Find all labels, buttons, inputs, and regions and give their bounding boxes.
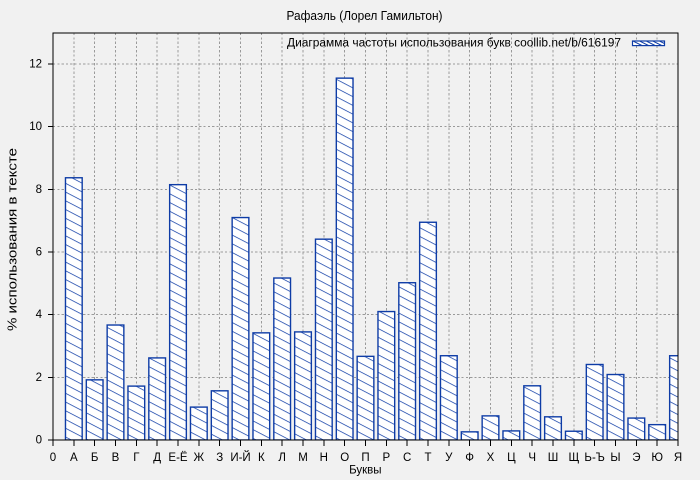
svg-text:Диаграмма частоты использовани: Диаграмма частоты использования букв coo… (287, 38, 621, 50)
svg-text:8: 8 (36, 184, 42, 196)
svg-text:Ь-Ъ: Ь-Ъ (584, 452, 604, 464)
svg-text:Ы: Ы (610, 452, 620, 464)
svg-text:В: В (112, 452, 120, 464)
svg-text:Х: Х (487, 452, 495, 464)
svg-text:А: А (70, 452, 78, 464)
svg-text:Ф: Ф (465, 452, 474, 464)
svg-text:З: З (216, 452, 223, 464)
svg-text:К: К (258, 452, 265, 464)
svg-text:Ч: Ч (528, 452, 536, 464)
svg-text:Ю: Ю (651, 452, 663, 464)
svg-text:10: 10 (29, 121, 42, 133)
svg-text:Т: Т (424, 452, 431, 464)
svg-text:Ш: Ш (548, 452, 559, 464)
svg-text:Б: Б (91, 452, 99, 464)
svg-text:О: О (340, 452, 349, 464)
svg-text:Г: Г (133, 452, 140, 464)
svg-text:П: П (361, 452, 369, 464)
svg-text:Ц: Ц (507, 452, 516, 464)
svg-text:Е-Ё: Е-Ё (168, 452, 188, 464)
svg-text:Щ: Щ (568, 452, 579, 464)
svg-text:0: 0 (50, 452, 56, 464)
svg-text:М: М (298, 452, 308, 464)
svg-text:% использования в тексте: % использования в тексте (6, 148, 20, 331)
svg-text:Э: Э (632, 452, 640, 464)
svg-text:Н: Н (320, 452, 328, 464)
svg-text:Д: Д (153, 452, 161, 464)
svg-text:Буквы: Буквы (349, 465, 381, 477)
svg-text:12: 12 (29, 59, 42, 71)
svg-text:Я: Я (674, 452, 682, 464)
svg-text:0: 0 (36, 435, 42, 447)
svg-text:Ж: Ж (194, 452, 205, 464)
svg-text:С: С (403, 452, 411, 464)
svg-text:И-Й: И-Й (230, 451, 250, 464)
svg-text:2: 2 (36, 372, 42, 384)
svg-text:6: 6 (36, 247, 42, 259)
svg-text:4: 4 (36, 309, 43, 321)
svg-text:Рафаэль (Лорел Гамильтон): Рафаэль (Лорел Гамильтон) (287, 8, 443, 23)
svg-text:Р: Р (382, 452, 390, 464)
svg-text:У: У (445, 452, 453, 464)
svg-text:Л: Л (278, 452, 286, 464)
